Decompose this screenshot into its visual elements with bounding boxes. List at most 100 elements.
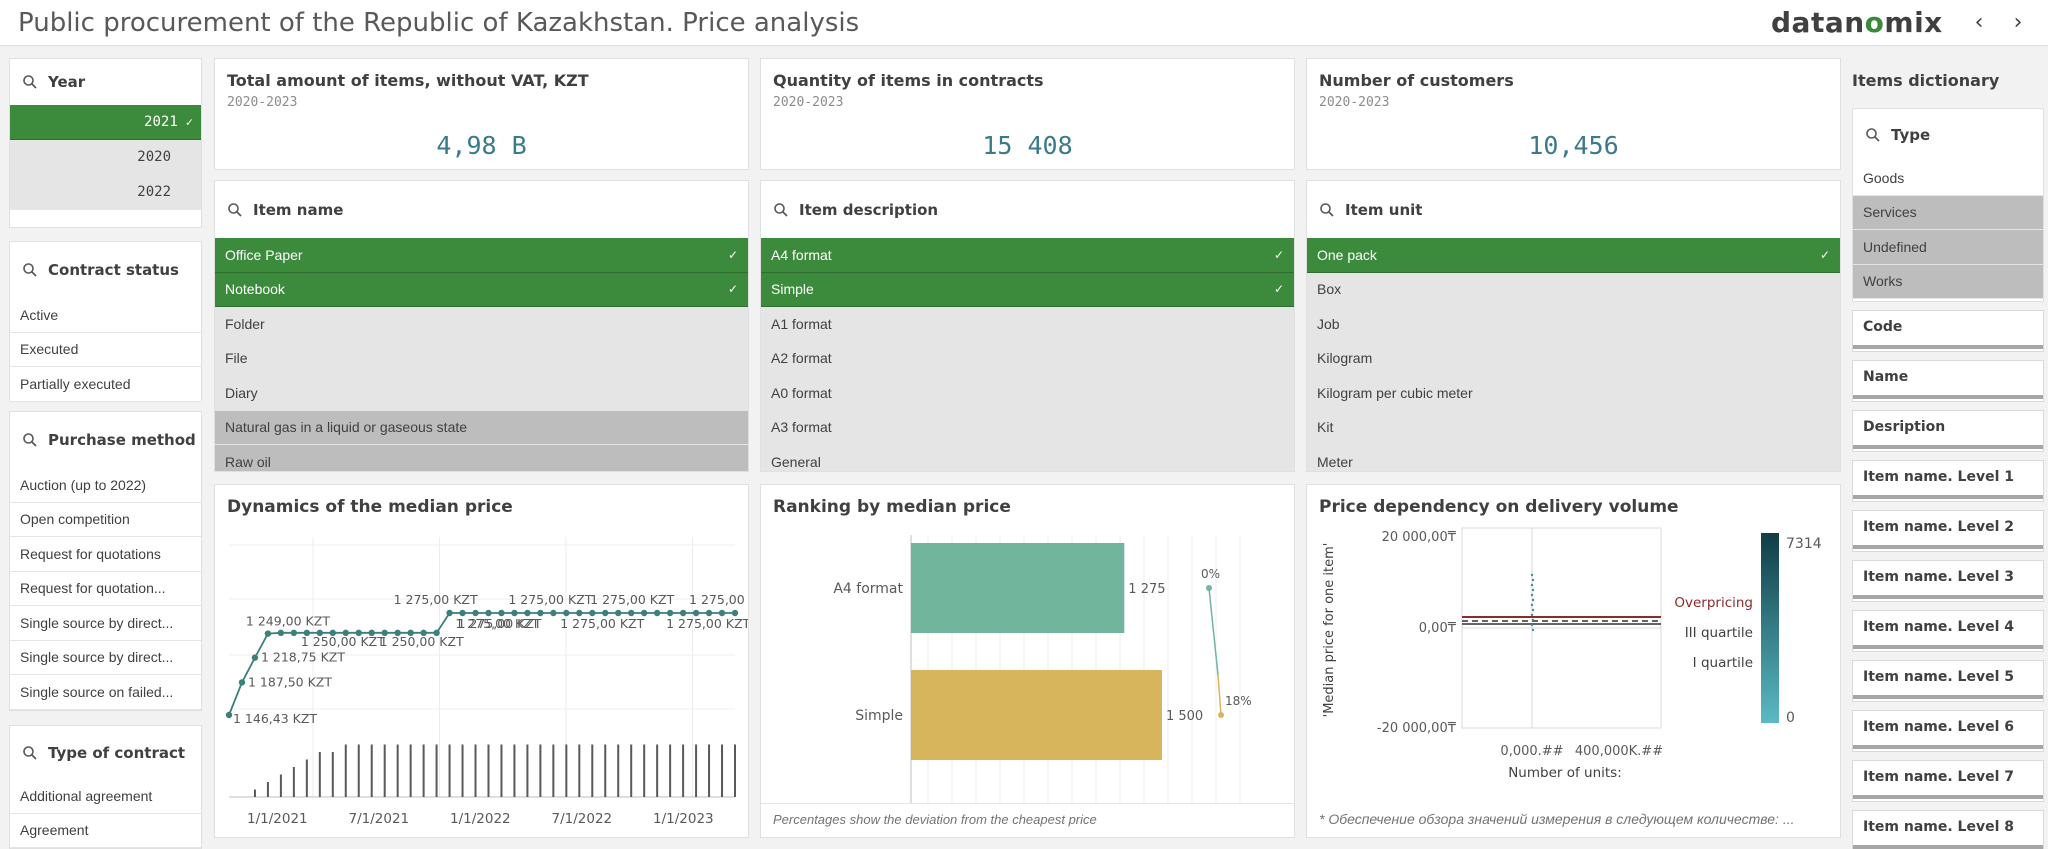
list-item-label: Notebook	[225, 281, 285, 298]
category-label: A4 format	[833, 581, 903, 597]
item-unit-option[interactable]: Box	[1307, 272, 1840, 307]
purchase-method-option[interactable]: Single source by direct...	[10, 606, 201, 641]
volume-bar	[565, 744, 568, 797]
contract-type-header[interactable]: Type of contract	[10, 726, 201, 779]
item-description-header[interactable]: Item description	[761, 181, 1294, 238]
data-point	[640, 609, 648, 617]
purchase-method-filter[interactable]: Purchase method Auction (up to 2022) Open…	[9, 411, 202, 711]
list-item-label: Diary	[225, 384, 258, 401]
bar-chart-svg[interactable]: A4 format 1 275 Simple 1 500 0% 18%	[761, 525, 1294, 805]
contract-type-option[interactable]: Agreement	[10, 813, 201, 848]
next-sheet-button[interactable]: ›	[2013, 10, 2023, 35]
purchase-method-option[interactable]: Open competition	[10, 502, 201, 537]
year-option[interactable]: 2021 ✓	[10, 105, 201, 140]
type-filter[interactable]: Type Goods Services Undefined Works	[1852, 108, 2044, 302]
contract-status-option[interactable]: Executed	[10, 332, 201, 367]
item-description-option[interactable]: A1 format	[761, 307, 1294, 342]
contract-type-option[interactable]: Additional agreement	[10, 779, 201, 814]
item-name-option[interactable]: Natural gas in a liquid or gaseous state	[215, 410, 748, 445]
item-name-header[interactable]: Item name	[215, 181, 748, 238]
volume-bar	[487, 744, 490, 797]
item-description-option[interactable]: A3 format	[761, 410, 1294, 445]
search-icon	[23, 745, 37, 760]
list-item-label: Open competition	[20, 511, 130, 528]
chart-title: Ranking by median price	[773, 497, 1011, 517]
y-axis-label: 'Median price for one item'	[1322, 543, 1337, 718]
year-filter-header[interactable]: Year	[10, 59, 201, 105]
item-name-filter[interactable]: Item name Office Paper ✓ Notebook ✓ Folder Fi…	[214, 180, 749, 472]
checkmark-icon: ✓	[1273, 282, 1284, 297]
volume-bar	[591, 744, 594, 797]
ranking-median-price-chart[interactable]: Ranking by median price A4 format 1 275 Si…	[760, 484, 1295, 838]
purchase-method-header[interactable]: Purchase method	[10, 412, 201, 468]
dictionary-field[interactable]: Item name. Level 3	[1852, 560, 2044, 602]
dictionary-field[interactable]: Item name. Level 1	[1852, 460, 2044, 502]
contract-status-filter[interactable]: Contract status Active Executed Partially …	[9, 241, 202, 402]
type-option[interactable]: Services	[1853, 195, 2043, 230]
dictionary-field[interactable]: Code	[1852, 310, 2044, 352]
item-description-filter[interactable]: Item description A4 format ✓ Simple ✓ A1 for…	[760, 180, 1295, 472]
contract-status-option[interactable]: Partially executed	[10, 367, 201, 402]
item-description-option[interactable]: General	[761, 445, 1294, 471]
purchase-method-option[interactable]: Auction (up to 2022)	[10, 468, 201, 503]
contract-status-header[interactable]: Contract status	[10, 242, 201, 298]
deviation-label: 18%	[1225, 694, 1252, 708]
item-unit-filter[interactable]: Item unit One pack ✓ Box Job Kilogram Kilogra…	[1306, 180, 1841, 472]
year-option[interactable]: 2020	[10, 140, 201, 175]
scatter-chart-svg[interactable]: 20 000,00₸ 0,00₸ -20 000,00₸ 0,000.## 400,00…	[1307, 525, 1840, 805]
dictionary-field[interactable]: Desription	[1852, 410, 2044, 452]
type-option[interactable]: Undefined	[1853, 230, 2043, 265]
type-filter-header[interactable]: Type	[1853, 109, 2043, 161]
item-name-option[interactable]: Office Paper ✓	[215, 238, 748, 273]
item-unit-title: Item unit	[1345, 200, 1423, 219]
dictionary-field[interactable]: Item name. Level 6	[1852, 710, 2044, 752]
purchase-method-option[interactable]: Request for quotation...	[10, 571, 201, 606]
item-name-option[interactable]: Diary	[215, 376, 748, 411]
data-point	[485, 609, 492, 617]
item-unit-option[interactable]: Kilogram	[1307, 341, 1840, 376]
item-name-option[interactable]: File	[215, 341, 748, 376]
type-option[interactable]: Works	[1853, 264, 2043, 299]
item-name-option[interactable]: Raw oil	[215, 445, 748, 471]
price-dependency-chart[interactable]: Price dependency on delivery volume 20 0…	[1306, 484, 1841, 838]
year-option[interactable]: 2022	[10, 175, 201, 210]
item-description-option[interactable]: A4 format ✓	[761, 238, 1294, 273]
item-description-option[interactable]: A2 format	[761, 341, 1294, 376]
data-point	[407, 629, 414, 637]
legend-label: Overpricing	[1674, 595, 1753, 611]
item-description-option[interactable]: Simple ✓	[761, 272, 1294, 307]
prev-sheet-button[interactable]: ‹	[1974, 10, 1984, 35]
data-point	[264, 630, 272, 637]
type-option[interactable]: Goods	[1853, 161, 2043, 196]
dictionary-field[interactable]: Item name. Level 7	[1852, 760, 2044, 802]
search-icon	[23, 433, 37, 447]
dictionary-field[interactable]: Item name. Level 5	[1852, 660, 2044, 702]
purchase-method-option[interactable]: Request for quotations	[10, 537, 201, 572]
bar	[911, 543, 1125, 633]
contract-type-list: Additional agreement Agreement	[10, 779, 201, 848]
purchase-method-option[interactable]: Single source by direct...	[10, 640, 201, 675]
item-unit-option[interactable]: One pack ✓	[1307, 238, 1840, 273]
item-description-option[interactable]: A0 format	[761, 376, 1294, 411]
dictionary-field[interactable]: Item name. Level 2	[1852, 510, 2044, 552]
line-chart-svg[interactable]: 1 146,43 KZT 1 187,50 KZT 1 218,75 KZT 1 24…	[215, 527, 748, 837]
dictionary-field[interactable]: Item name. Level 4	[1852, 610, 2044, 652]
data-point	[511, 609, 518, 617]
contract-type-filter[interactable]: Type of contract Additional agreement Agr…	[9, 725, 202, 849]
item-name-option[interactable]: Folder	[215, 307, 748, 342]
item-unit-option[interactable]: Kilogram per cubic meter	[1307, 376, 1840, 411]
item-description-title: Item description	[799, 200, 939, 219]
kpi-period: 2020-2023	[773, 95, 844, 110]
item-unit-option[interactable]: Job	[1307, 307, 1840, 342]
year-filter[interactable]: Year 2021 ✓ 2020 2022	[9, 58, 202, 228]
dictionary-field[interactable]: Item name. Level 8	[1852, 810, 2044, 849]
item-unit-header[interactable]: Item unit	[1307, 181, 1840, 238]
item-unit-option[interactable]: Meter	[1307, 445, 1840, 471]
purchase-method-option[interactable]: Single source on failed...	[10, 675, 201, 710]
median-price-dynamics-chart[interactable]: Dynamics of the median price 1 146,43 KZ…	[214, 484, 749, 838]
item-name-option[interactable]: Notebook ✓	[215, 272, 748, 307]
dictionary-field[interactable]: Name	[1852, 360, 2044, 402]
type-list: Goods Services Undefined Works	[1853, 161, 2043, 299]
item-unit-option[interactable]: Kit	[1307, 410, 1840, 445]
contract-status-option[interactable]: Active	[10, 298, 201, 333]
